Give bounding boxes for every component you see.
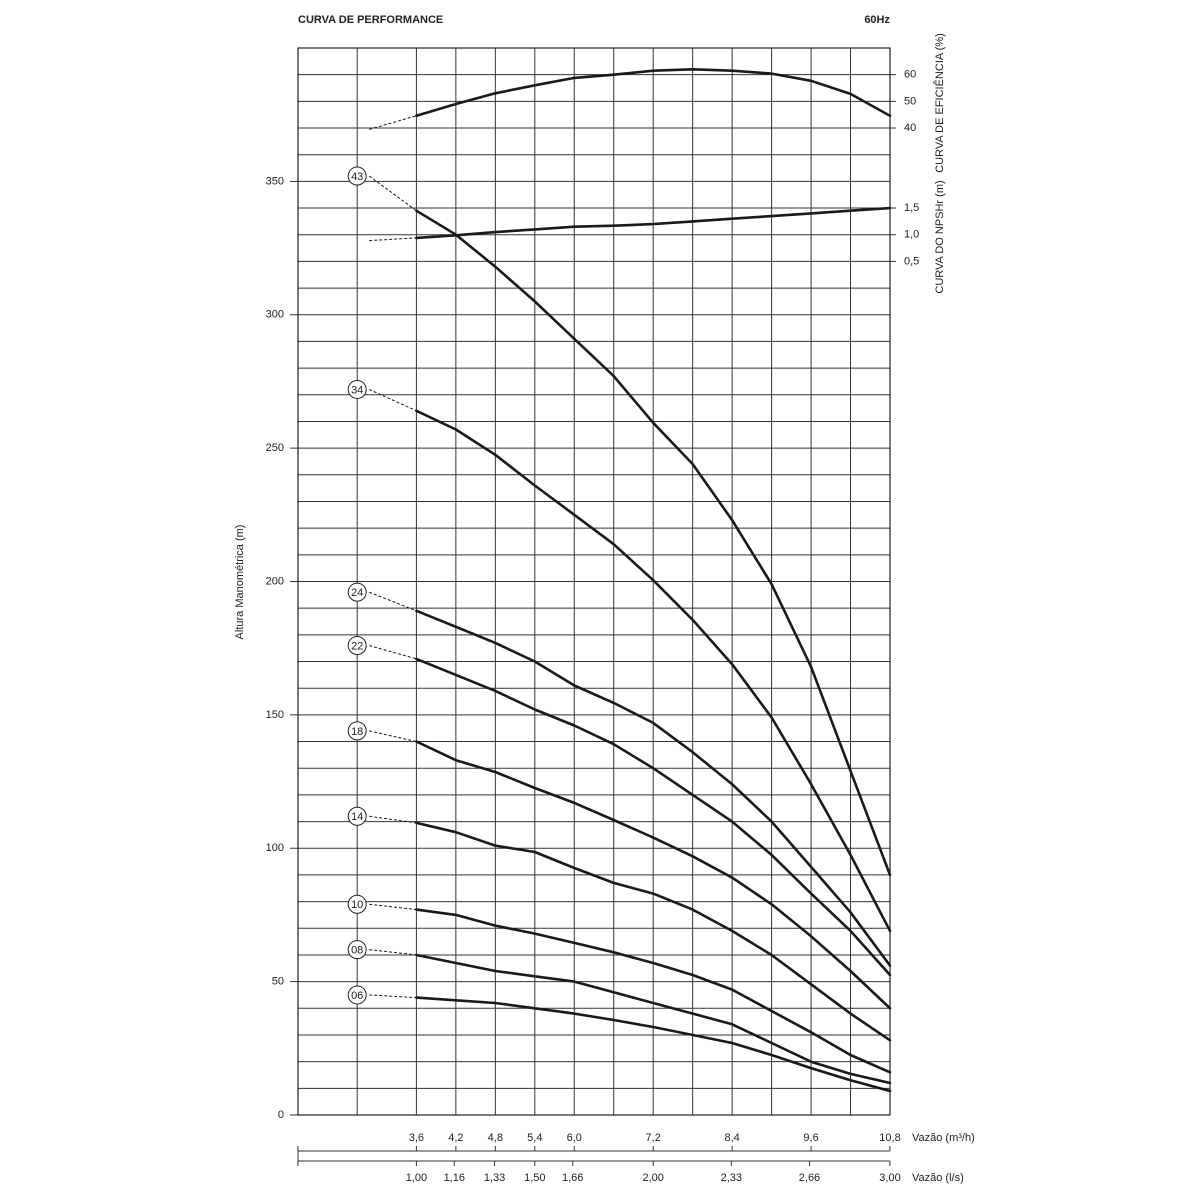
series-label: 18 — [351, 726, 363, 738]
series-label: 43 — [351, 171, 363, 183]
x2-axis-label: Vazão (l/s) — [912, 1172, 964, 1184]
x-tick-label: 1,50 — [524, 1172, 545, 1184]
x-tick-label: 3,00 — [879, 1172, 900, 1184]
x-tick-label: 3,6 — [409, 1132, 424, 1144]
plot-frame — [297, 47, 891, 1116]
y-tick-label: 200 — [266, 575, 284, 587]
x-tick-label: 7,2 — [646, 1132, 661, 1144]
chart-subtitle: 60Hz — [864, 14, 890, 26]
leader-line — [369, 645, 417, 660]
leader-line — [369, 903, 417, 911]
series-label: 34 — [351, 384, 363, 396]
curve — [415, 821, 892, 1042]
curve — [415, 908, 892, 1074]
y-axis-label: Altura Manométrica (m) — [234, 525, 246, 640]
leader-line — [369, 237, 417, 242]
series-marker — [347, 379, 367, 399]
x-tick-label: 6,0 — [567, 1132, 582, 1144]
y-tick-label: 0 — [278, 1109, 284, 1121]
leader-line — [368, 388, 417, 412]
y-tick-label: 50 — [272, 976, 284, 988]
series-marker — [347, 166, 367, 186]
y-tick-label: 350 — [266, 175, 284, 187]
curve — [415, 206, 892, 240]
x-tick-label: 2,66 — [799, 1172, 820, 1184]
x-tick-label: 2,33 — [721, 1172, 742, 1184]
curve — [415, 740, 892, 1010]
curve — [415, 68, 892, 118]
y-tick-label: 40 — [904, 122, 916, 134]
series-marker — [347, 636, 367, 656]
series-marker — [347, 582, 367, 602]
series-label: 14 — [351, 811, 363, 823]
y3-axis-label: CURVA DO NPSHr (m) — [934, 180, 946, 293]
x-tick-label: 5,4 — [527, 1132, 542, 1144]
x-tick-label: 4,8 — [488, 1132, 503, 1144]
y-tick-label: 60 — [904, 69, 916, 81]
x-tick-label: 10,8 — [879, 1132, 900, 1144]
series-label: 24 — [351, 587, 363, 599]
curve — [415, 409, 892, 933]
series-marker — [347, 721, 367, 741]
series-marker — [347, 894, 367, 914]
y-tick-label: 150 — [266, 709, 284, 721]
x-tick-label: 9,6 — [803, 1132, 818, 1144]
y-tick-label: 100 — [266, 842, 284, 854]
leader-line — [369, 730, 417, 743]
leader-line — [369, 115, 417, 130]
curve — [415, 609, 892, 967]
series-marker — [347, 806, 367, 826]
leader-line — [369, 591, 417, 612]
y2-axis-label: CURVA DE EFICIÊNCIA (%) — [933, 33, 946, 173]
x-tick-label: 4,2 — [448, 1132, 463, 1144]
y-tick-label: 1,5 — [904, 202, 919, 214]
curve — [415, 657, 892, 977]
y-tick-label: 250 — [266, 442, 284, 454]
x-tick-label: 1,33 — [484, 1172, 505, 1184]
y-tick-label: 0,5 — [904, 255, 919, 267]
series-label: 22 — [351, 640, 363, 652]
x-axis-label: Vazão (m³/h) — [912, 1132, 975, 1144]
series-label: 06 — [351, 990, 363, 1002]
series-label: 08 — [351, 945, 363, 957]
curve — [415, 953, 892, 1085]
chart-title: CURVA DE PERFORMANCE — [298, 14, 443, 26]
series-marker — [347, 985, 367, 1005]
leader-line — [369, 994, 417, 999]
x-tick-label: 1,00 — [406, 1172, 427, 1184]
x-tick-label: 8,4 — [724, 1132, 739, 1144]
series-label: 10 — [351, 899, 363, 911]
curve — [415, 209, 892, 877]
leader-line — [369, 949, 417, 956]
x-tick-label: 2,00 — [642, 1172, 663, 1184]
x-tick-label: 1,66 — [562, 1172, 583, 1184]
y-tick-label: 1,0 — [904, 229, 919, 241]
x-tick-label: 1,16 — [444, 1172, 465, 1184]
curve — [415, 996, 892, 1093]
y-tick-label: 300 — [266, 309, 284, 321]
series-marker — [347, 940, 367, 960]
leader-line — [369, 815, 417, 824]
y-tick-label: 50 — [904, 95, 916, 107]
